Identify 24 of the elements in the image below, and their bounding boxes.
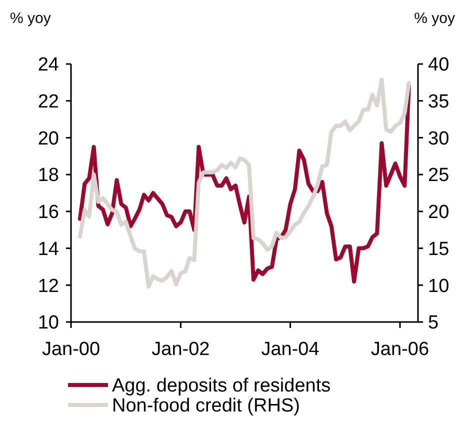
y2-axis-title: % yoy <box>414 10 456 27</box>
y2-tick-label: 35 <box>428 92 450 113</box>
y-axis-title: % yoy <box>10 10 52 27</box>
x-tick-label: Jan-06 <box>370 339 430 360</box>
x-tick-label: Jan-04 <box>261 339 320 360</box>
y2-tick-label: 40 <box>428 54 450 76</box>
y2-tick-label: 15 <box>428 238 450 260</box>
x-tick-label: Jan-02 <box>152 339 210 360</box>
y-tick-label: 22 <box>38 92 59 113</box>
y-tick-label: 20 <box>38 128 59 150</box>
y2-tick-label: 30 <box>428 128 450 150</box>
y2-tick-label: 20 <box>428 202 450 224</box>
x-tick-label: Jan-00 <box>42 339 100 360</box>
y2-tick-label: 10 <box>428 276 450 297</box>
y-tick-label: 14 <box>38 238 60 260</box>
legend-label: Agg. deposits of residents <box>112 376 331 397</box>
y-tick-label: 12 <box>38 276 59 297</box>
legend-label: Non-food credit (RHS) <box>112 396 300 417</box>
y-tick-label: 10 <box>38 312 59 334</box>
y-tick-label: 18 <box>38 165 59 186</box>
y2-tick-label: 25 <box>428 165 450 186</box>
y-tick-label: 24 <box>38 54 60 76</box>
y-tick-label: 16 <box>38 202 59 224</box>
y2-tick-label: 5 <box>428 312 439 334</box>
